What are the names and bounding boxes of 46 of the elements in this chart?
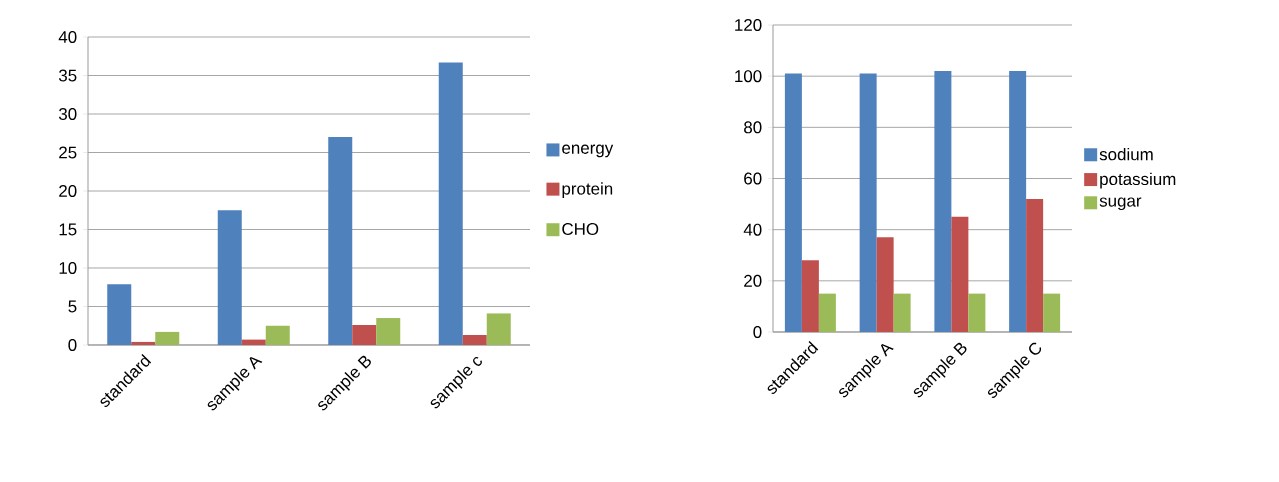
- y-tick-label: 20: [744, 274, 762, 287]
- bar: [968, 293, 986, 332]
- y-tick-label: 120: [735, 19, 762, 31]
- bar: [462, 334, 487, 345]
- bar: [859, 73, 877, 332]
- bar: [155, 331, 180, 345]
- y-tick-label: 80: [744, 121, 762, 134]
- bar: [1043, 293, 1061, 332]
- bar: [217, 210, 242, 345]
- bar: [801, 260, 819, 332]
- y-tick-label: 5: [68, 300, 77, 313]
- legend-label: energy: [562, 144, 614, 158]
- legend-label: CHO: [562, 223, 599, 236]
- y-tick-label: 20: [59, 185, 77, 197]
- bar: [131, 341, 156, 345]
- bar: [934, 71, 952, 332]
- y-tick-label: 10: [59, 262, 77, 274]
- bar: [893, 293, 911, 332]
- bar: [486, 313, 511, 345]
- y-tick-label: 35: [58, 69, 77, 82]
- legend-label: sodium: [1099, 147, 1153, 161]
- bar: [951, 216, 969, 332]
- bar: [438, 62, 463, 345]
- y-tick-label: 0: [68, 339, 77, 351]
- bar: [241, 339, 266, 345]
- bar: [818, 293, 836, 332]
- bar: [1026, 198, 1044, 332]
- y-tick-label: 15: [59, 223, 77, 236]
- y-tick-label: 100: [735, 70, 762, 83]
- y-tick-label: 40: [58, 31, 77, 43]
- y-tick-label: 60: [744, 172, 762, 185]
- bar: [1009, 71, 1027, 332]
- bar: [328, 137, 353, 345]
- bar: [876, 237, 894, 332]
- y-tick-label: 30: [58, 108, 77, 120]
- bar: [265, 325, 290, 345]
- y-tick-label: 0: [753, 326, 762, 338]
- legend-label: protein: [562, 182, 613, 199]
- legend-label: sugar: [1099, 197, 1142, 211]
- y-tick-label: 25: [59, 146, 77, 159]
- bar: [784, 73, 802, 332]
- bar: [107, 284, 132, 345]
- bar: [376, 318, 401, 345]
- bar: [352, 324, 377, 345]
- legend-label: potassium: [1100, 172, 1176, 189]
- y-tick-label: 40: [743, 223, 762, 236]
